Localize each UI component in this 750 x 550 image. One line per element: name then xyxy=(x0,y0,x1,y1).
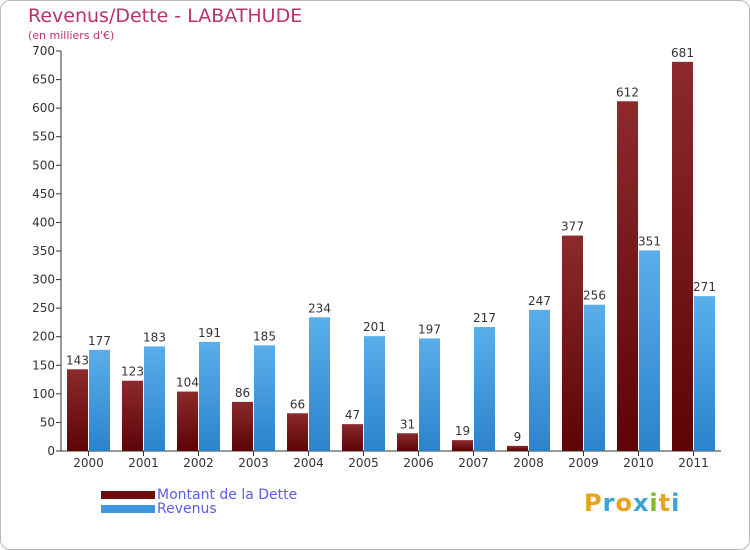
debt-bar xyxy=(67,369,88,451)
revenue-bar xyxy=(199,341,220,451)
y-tick-label: 350 xyxy=(32,244,55,258)
debt-value-label: 19 xyxy=(455,424,470,438)
logo-letter: x xyxy=(632,489,650,517)
revenue-value-label: 183 xyxy=(143,330,166,344)
revenue-value-label: 271 xyxy=(693,280,716,294)
revenue-bar xyxy=(584,304,605,451)
y-tick-label: 650 xyxy=(32,73,55,87)
chart-subtitle: (en milliers d'€) xyxy=(28,29,115,42)
revenue-value-label: 234 xyxy=(308,301,331,315)
revenue-bar xyxy=(419,338,440,451)
revenue-value-label: 351 xyxy=(638,234,661,248)
revenue-value-label: 201 xyxy=(363,320,386,334)
y-tick-label: 100 xyxy=(32,387,55,401)
debt-bar xyxy=(177,391,198,451)
revenue-bar xyxy=(364,336,385,451)
chart-title: Revenus/Dette - LABATHUDE xyxy=(28,5,303,27)
x-tick-label: 2009 xyxy=(568,456,599,470)
debt-bar xyxy=(507,445,528,451)
debt-bar xyxy=(672,61,693,451)
y-tick-label: 700 xyxy=(32,44,55,58)
revenue-value-label: 217 xyxy=(473,311,496,325)
logo-letter: t xyxy=(658,489,672,517)
y-tick-label: 600 xyxy=(32,101,55,115)
legend-item-revenue: Revenus xyxy=(101,501,217,517)
debt-bar xyxy=(342,424,363,451)
y-tick-label: 550 xyxy=(32,130,55,144)
x-tick-label: 2001 xyxy=(128,456,159,470)
debt-bar xyxy=(287,413,308,451)
revenue-value-label: 191 xyxy=(198,326,221,340)
revenue-value-label: 185 xyxy=(253,329,276,343)
x-tick-label: 2005 xyxy=(348,456,379,470)
revenue-value-label: 247 xyxy=(528,294,551,308)
logo-letter: r xyxy=(602,489,616,517)
revenue-value-label: 177 xyxy=(88,334,111,348)
proxiti-logo: Proxiti xyxy=(584,489,680,517)
debt-bar xyxy=(122,380,143,451)
debt-value-label: 31 xyxy=(400,417,415,431)
y-tick-label: 500 xyxy=(32,158,55,172)
x-tick-label: 2004 xyxy=(293,456,324,470)
logo-letter: i xyxy=(671,489,681,517)
logo-letter: i xyxy=(649,489,659,517)
logo-letter: o xyxy=(615,489,633,517)
revenue-bar xyxy=(89,349,110,451)
x-tick-label: 2008 xyxy=(513,456,544,470)
debt-value-label: 377 xyxy=(561,220,584,234)
revenue-bar xyxy=(639,250,660,451)
debt-value-label: 66 xyxy=(290,397,305,411)
legend-label-debt: Montant de la Dette xyxy=(157,487,298,503)
legend-label-revenue: Revenus xyxy=(157,501,217,517)
revenue-bar xyxy=(254,345,275,451)
debt-bar xyxy=(562,235,583,451)
debt-value-label: 681 xyxy=(671,46,694,60)
debt-bar xyxy=(452,440,473,451)
debt-bar xyxy=(232,401,253,451)
debt-value-label: 104 xyxy=(176,376,199,390)
y-tick-label: 200 xyxy=(32,330,55,344)
debt-value-label: 612 xyxy=(616,85,639,99)
legend-swatch-revenue xyxy=(101,505,155,513)
legend-item-debt: Montant de la Dette xyxy=(101,487,297,503)
revenue-bar xyxy=(694,296,715,451)
debt-value-label: 9 xyxy=(514,430,522,444)
revenue-bar xyxy=(309,317,330,451)
debt-bar xyxy=(617,101,638,452)
revenue-value-label: 256 xyxy=(583,289,606,303)
y-tick-label: 400 xyxy=(32,215,55,229)
x-tick-label: 2010 xyxy=(623,456,654,470)
x-tick-label: 2000 xyxy=(73,456,104,470)
y-tick-label: 0 xyxy=(47,444,55,458)
y-tick-label: 50 xyxy=(40,415,55,429)
y-tick-label: 150 xyxy=(32,358,55,372)
logo-letter: P xyxy=(584,489,603,517)
x-tick-label: 2007 xyxy=(458,456,489,470)
legend-swatch-debt xyxy=(101,491,155,499)
revenue-bar xyxy=(144,346,165,451)
y-tick-label: 250 xyxy=(32,301,55,315)
debt-value-label: 143 xyxy=(66,353,89,367)
revenue-bar xyxy=(529,309,550,451)
debt-value-label: 47 xyxy=(345,408,360,422)
x-tick-label: 2011 xyxy=(678,456,709,470)
x-tick-label: 2006 xyxy=(403,456,434,470)
debt-value-label: 86 xyxy=(235,386,250,400)
revenue-value-label: 197 xyxy=(418,322,441,336)
y-tick-label: 300 xyxy=(32,273,55,287)
x-tick-label: 2003 xyxy=(238,456,269,470)
revenue-bar xyxy=(474,327,495,451)
debt-bar xyxy=(397,433,418,451)
x-tick-label: 2002 xyxy=(183,456,214,470)
debt-value-label: 123 xyxy=(121,365,144,379)
y-tick-label: 450 xyxy=(32,187,55,201)
